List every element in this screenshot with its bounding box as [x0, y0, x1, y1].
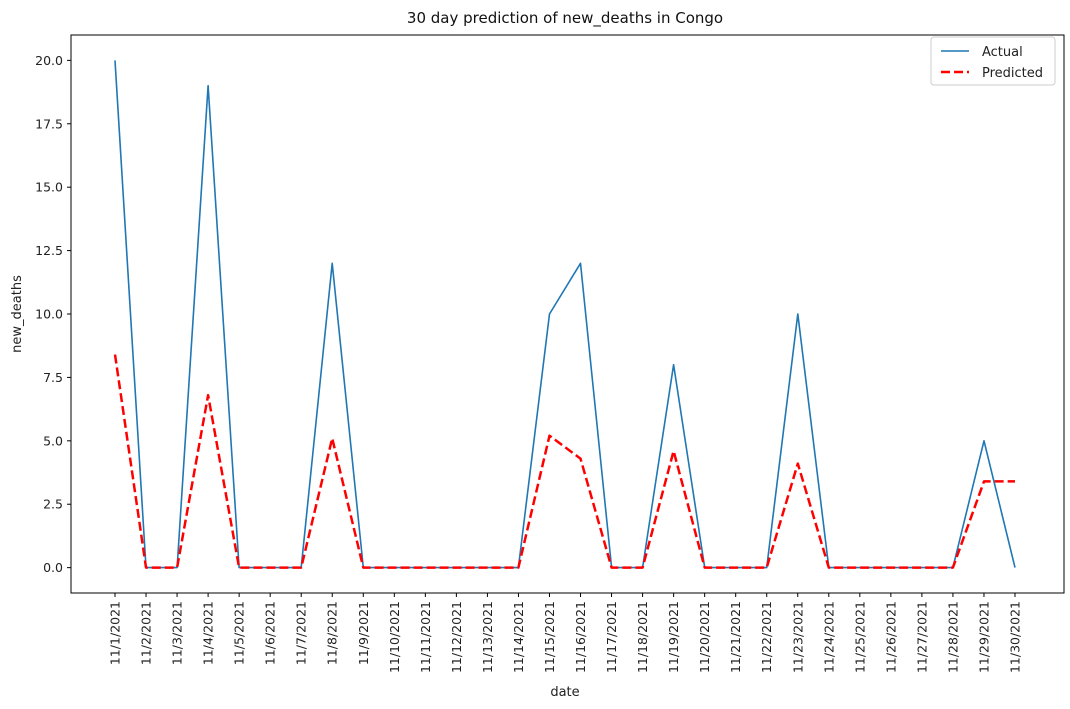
- x-axis-label: date: [550, 685, 579, 700]
- legend-label-actual: Actual: [982, 45, 1023, 60]
- x-tick-label: 11/21/2021: [728, 601, 743, 673]
- x-tick-label: 11/26/2021: [883, 601, 898, 673]
- y-tick-label: 7.5: [43, 370, 63, 385]
- legend: Actual Predicted: [930, 36, 1056, 86]
- series-line-actual: [114, 60, 1016, 569]
- x-tick-label: 11/2/2021: [139, 601, 154, 665]
- x-tick-label: 11/8/2021: [325, 601, 340, 665]
- x-tick-label: 11/22/2021: [759, 601, 774, 673]
- legend-label-predicted: Predicted: [982, 66, 1043, 81]
- x-tick-label: 11/25/2021: [852, 601, 867, 673]
- x-tick-label: 11/13/2021: [480, 601, 495, 673]
- x-tick-label: 11/7/2021: [294, 601, 309, 665]
- x-tick-label: 11/23/2021: [790, 601, 805, 673]
- y-tick-label: 10.0: [35, 307, 63, 322]
- x-axis: 11/1/2021 11/2/2021 11/3/2021 11/4/2021 11/5…: [108, 593, 1023, 673]
- y-tick-label: 15.0: [35, 180, 63, 195]
- y-axis: 0.0 2.5 5.0 7.5 10.0 12.5 15.0 17.5 20.0: [35, 53, 71, 575]
- x-tick-label: 11/5/2021: [232, 601, 247, 665]
- x-tick-label: 11/20/2021: [697, 601, 712, 673]
- plot-area-frame: [70, 34, 1065, 594]
- y-tick-label: 12.5: [35, 243, 63, 258]
- x-tick-label: 11/28/2021: [945, 601, 960, 673]
- y-tick-label: 20.0: [35, 53, 63, 68]
- x-tick-label: 11/3/2021: [170, 601, 185, 665]
- series-line-predicted: [113, 354, 1015, 569]
- x-tick-label: 11/18/2021: [635, 601, 650, 673]
- x-tick-label: 11/30/2021: [1008, 601, 1023, 673]
- x-tick-label: 11/27/2021: [914, 601, 929, 673]
- x-tick-label: 11/15/2021: [542, 601, 557, 673]
- y-tick-label: 5.0: [43, 433, 63, 448]
- chart-title: 30 day prediction of new_deaths in Congo: [407, 9, 723, 28]
- series-layer: [113, 60, 1016, 569]
- x-tick-label: 11/6/2021: [263, 601, 278, 665]
- x-tick-label: 11/1/2021: [108, 601, 123, 665]
- x-tick-label: 11/19/2021: [666, 601, 681, 673]
- x-tick-label: 11/9/2021: [356, 601, 371, 665]
- y-tick-label: 2.5: [43, 497, 63, 512]
- x-tick-label: 11/4/2021: [201, 601, 216, 665]
- x-tick-label: 11/16/2021: [573, 601, 588, 673]
- x-tick-label: 11/14/2021: [511, 601, 526, 673]
- x-tick-label: 11/29/2021: [976, 601, 991, 673]
- y-axis-label: new_deaths: [10, 275, 25, 353]
- x-tick-label: 11/17/2021: [604, 601, 619, 673]
- y-tick-label: 17.5: [35, 116, 63, 131]
- x-tick-label: 11/11/2021: [418, 601, 433, 673]
- y-tick-label: 0.0: [43, 560, 63, 575]
- x-tick-label: 11/12/2021: [449, 601, 464, 673]
- x-tick-label: 11/24/2021: [821, 601, 836, 673]
- x-tick-label: 11/10/2021: [387, 601, 402, 673]
